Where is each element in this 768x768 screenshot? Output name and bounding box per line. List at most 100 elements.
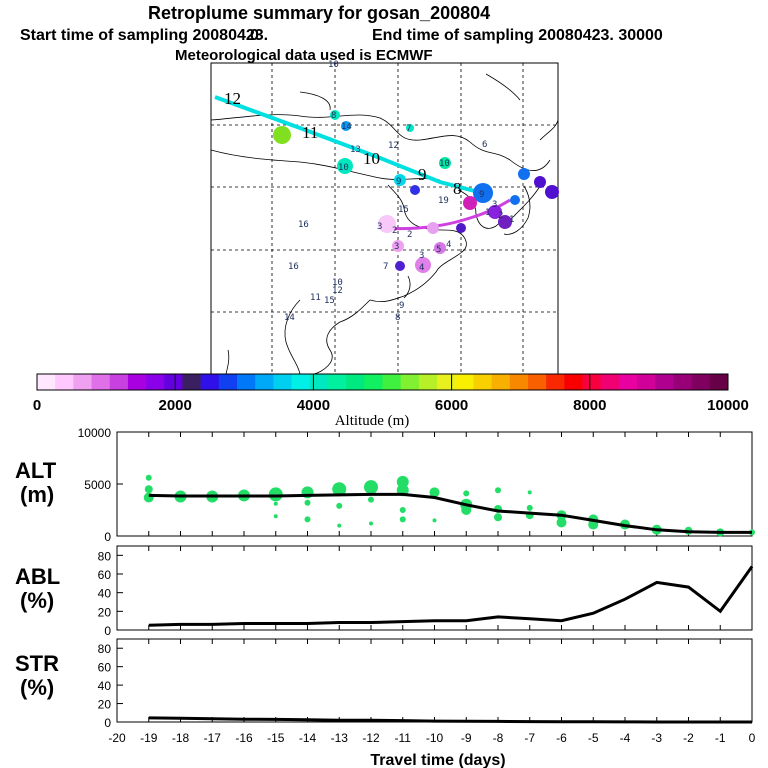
colorbar-cell (346, 374, 365, 390)
y-tick-label: 0 (104, 624, 111, 638)
scatter-point (494, 513, 502, 522)
x-tick-label: -9 (461, 731, 472, 745)
colorbar-cell (273, 374, 293, 390)
trajectory-label: 12 (224, 89, 241, 108)
y-tick-label: 10000 (78, 426, 112, 440)
scatter-point (273, 501, 278, 506)
colorbar-cell (218, 374, 238, 390)
plume-label: 6 (482, 140, 487, 150)
x-tick-label: -6 (556, 731, 567, 745)
plume-label: 10 (338, 163, 349, 173)
scatter-point (399, 507, 406, 513)
colorbar-cell (255, 374, 274, 390)
colorbar-ticks: 0 2000 4000 6000 8000 10000 (33, 374, 749, 414)
colorbar-cell (637, 374, 656, 390)
x-tick-label: -10 (426, 731, 444, 745)
cluster-marker (394, 174, 406, 186)
scatter-point (556, 517, 567, 528)
colorbar-cell (309, 374, 329, 390)
plume-label: 8 (331, 111, 336, 121)
cluster-marker (410, 185, 420, 195)
start-time-label: Start time of sampling 20080423. (20, 27, 269, 44)
x-tick-label: -8 (493, 731, 504, 745)
colorbar-cell (164, 374, 183, 390)
colorbar-tick-label: 6000 (435, 397, 468, 414)
series-line (148, 565, 754, 627)
colorbar-cell (37, 374, 56, 390)
y-tick-label: 0 (104, 530, 111, 544)
scatter-point (369, 521, 373, 526)
panel-labels: ALT (m) ABL (%) STR (%) (15, 458, 60, 700)
plume-label: 9 (396, 177, 401, 187)
trajectory-label: 10 (363, 149, 380, 168)
plume-label: 16 (298, 220, 309, 230)
plume-label: 10 (332, 278, 343, 288)
x-tick-label: -2 (683, 731, 694, 745)
colorbar-cell (618, 374, 638, 390)
series-line (148, 492, 752, 534)
plume-label: 19 (438, 196, 449, 206)
plume-clusters (273, 110, 559, 273)
cluster-marker (415, 257, 431, 273)
colorbar-cell (127, 374, 147, 390)
trajectory-label: 9 (418, 165, 427, 184)
plume-label: 13 (350, 145, 361, 155)
cluster-marker (330, 110, 340, 120)
colorbar: 0 2000 4000 6000 8000 10000 Altitude (m) (33, 373, 749, 429)
plume-label: 3 (492, 200, 497, 210)
chart-title: Retroplume summary for gosan_200804 (148, 3, 491, 23)
colorbar-cell (546, 374, 565, 390)
coastlines (210, 73, 559, 375)
alt-panel: 0 5000 10000 (78, 426, 755, 544)
cluster-marker (341, 121, 351, 131)
plume-label: 4 (446, 240, 451, 250)
plume-label: 7 (406, 124, 411, 134)
colorbar-cell (564, 374, 584, 390)
x-tick-label: -16 (235, 731, 253, 745)
colorbar-cell (509, 374, 529, 390)
cluster-marker (510, 195, 520, 205)
x-tick-label: -3 (651, 731, 662, 745)
colorbar-cell (437, 374, 456, 390)
y-tick-label: 0 (104, 716, 111, 730)
colorbar-cell (146, 374, 165, 390)
map-panel: 12 11 10 9 8 10 8 14 7 12 13 6 10 10 9 1… (210, 60, 559, 375)
colorbar-cell (55, 374, 74, 390)
colorbar-cell (582, 374, 602, 390)
series-line (148, 716, 752, 724)
scatter-point (304, 516, 311, 523)
cluster-marker (545, 185, 559, 199)
map-gridlines (211, 63, 558, 374)
y-tick-label: 60 (98, 661, 112, 675)
cluster-marker (488, 205, 502, 219)
scatter-point (337, 523, 342, 528)
scatter-point (273, 514, 278, 519)
y-tick-label: 40 (98, 587, 112, 601)
cluster-marker (273, 126, 291, 144)
scatter-point (145, 474, 152, 481)
plume-label: 1 (485, 208, 490, 218)
cluster-marker (427, 222, 439, 234)
x-tick-label: -15 (267, 731, 285, 745)
str-label: STR (15, 651, 59, 676)
colorbar-cell (237, 374, 256, 390)
recent-trajectory-line (379, 198, 511, 231)
y-tick-label: 60 (98, 568, 112, 582)
colorbar-cell (382, 374, 402, 390)
plume-label: 5 (436, 245, 441, 255)
x-tick-label: -18 (172, 731, 190, 745)
plume-label: 14 (284, 313, 295, 323)
scatter-point (336, 502, 343, 509)
cluster-marker (434, 242, 446, 254)
scatter-point (304, 499, 311, 506)
plume-label: 14 (341, 122, 352, 132)
scatter-point (332, 482, 347, 497)
colorbar-cell (473, 374, 493, 390)
str-unit-label: (%) (20, 675, 54, 700)
cluster-marker (406, 124, 414, 132)
cluster-marker (337, 158, 353, 174)
colorbar-cell (73, 374, 93, 390)
trajectory-day-labels: 12 11 10 9 8 (224, 89, 462, 198)
